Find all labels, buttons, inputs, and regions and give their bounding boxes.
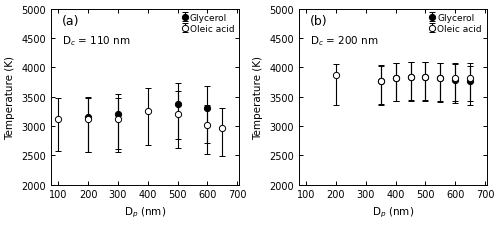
X-axis label: D$_p$ (nm): D$_p$ (nm): [372, 205, 414, 219]
Legend: Glycerol, Oleic acid: Glycerol, Oleic acid: [180, 12, 236, 36]
X-axis label: D$_p$ (nm): D$_p$ (nm): [124, 205, 166, 219]
Y-axis label: Temperature (K): Temperature (K): [254, 55, 264, 139]
Legend: Glycerol, Oleic acid: Glycerol, Oleic acid: [428, 12, 484, 36]
Text: (b): (b): [310, 15, 328, 28]
Text: D$_c$ = 110 nm: D$_c$ = 110 nm: [62, 34, 130, 48]
Text: D$_c$ = 200 nm: D$_c$ = 200 nm: [310, 34, 378, 48]
Y-axis label: Temperature (K): Temperature (K): [6, 55, 16, 139]
Text: (a): (a): [62, 15, 80, 28]
